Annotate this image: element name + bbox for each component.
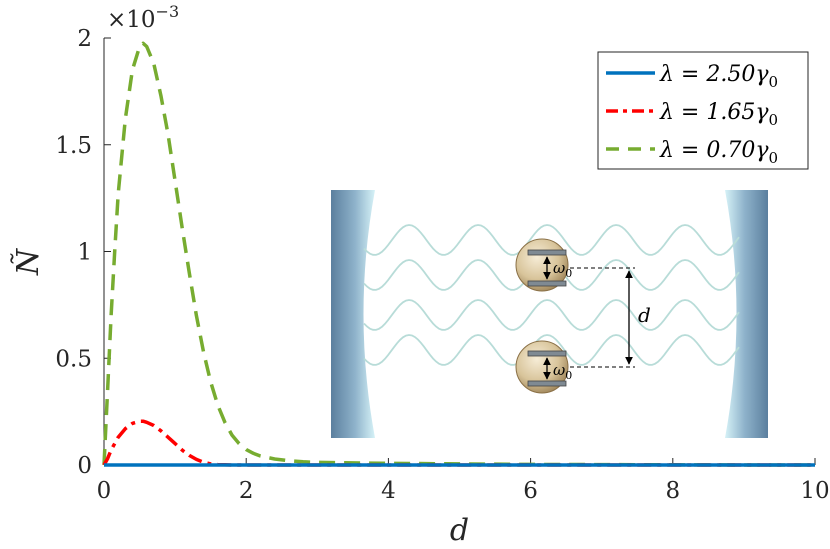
omega-subscript: 0 bbox=[565, 369, 572, 382]
series-line bbox=[102, 419, 815, 467]
series-line bbox=[102, 41, 815, 467]
legend-entry-label: λ = 1.65γ0 bbox=[659, 100, 778, 129]
legend: λ = 2.50γ0 λ = 1.65γ0 λ = 0.70γ0 bbox=[597, 51, 809, 170]
lower-atom: ω0 bbox=[515, 340, 572, 394]
x-tick-label: 6 bbox=[523, 478, 538, 504]
x-axis-label: d bbox=[450, 513, 469, 548]
axes: 0 2 4 6 8 10 0 0.5 1 1.5 2 ×10−3 d Ñ bbox=[10, 2, 830, 548]
cavity-wave bbox=[363, 224, 740, 256]
y-tick-label: 1.5 bbox=[55, 133, 92, 159]
y-tick-label: 0.5 bbox=[55, 346, 92, 372]
left-mirror bbox=[331, 190, 375, 438]
series-group bbox=[102, 41, 815, 467]
svg-text:ω0: ω0 bbox=[553, 361, 572, 382]
upper-atom: ω0 bbox=[515, 238, 572, 292]
x-tick-label: 2 bbox=[239, 478, 254, 504]
omega-label: ω bbox=[553, 361, 565, 379]
x-tick-label: 8 bbox=[665, 478, 680, 504]
omega-label: ω bbox=[553, 259, 565, 277]
x-tick-label: 10 bbox=[800, 478, 829, 504]
y-tick-label: 2 bbox=[77, 26, 92, 52]
cavity-waves bbox=[363, 224, 740, 366]
y-tick-label: 1 bbox=[77, 240, 92, 266]
y-exponent-label: ×10−3 bbox=[107, 2, 179, 33]
legend-entry-label: λ = 0.70γ0 bbox=[659, 138, 778, 167]
distance-label: d bbox=[638, 303, 651, 327]
cavity-wave bbox=[363, 334, 740, 366]
x-tick-label: 0 bbox=[97, 478, 112, 504]
cavity-wave bbox=[363, 299, 740, 331]
cavity-inset: ω0 ω0 d bbox=[331, 190, 768, 438]
distance-indicator: d bbox=[570, 267, 651, 368]
y-axis-label: Ñ bbox=[10, 247, 46, 276]
x-tick-label: 4 bbox=[381, 478, 396, 504]
y-tick-label: 0 bbox=[77, 453, 92, 479]
legend-entry-label: λ = 2.50γ0 bbox=[659, 62, 778, 91]
svg-text:ω0: ω0 bbox=[553, 259, 572, 280]
right-mirror bbox=[725, 190, 768, 438]
omega-subscript: 0 bbox=[565, 267, 572, 280]
